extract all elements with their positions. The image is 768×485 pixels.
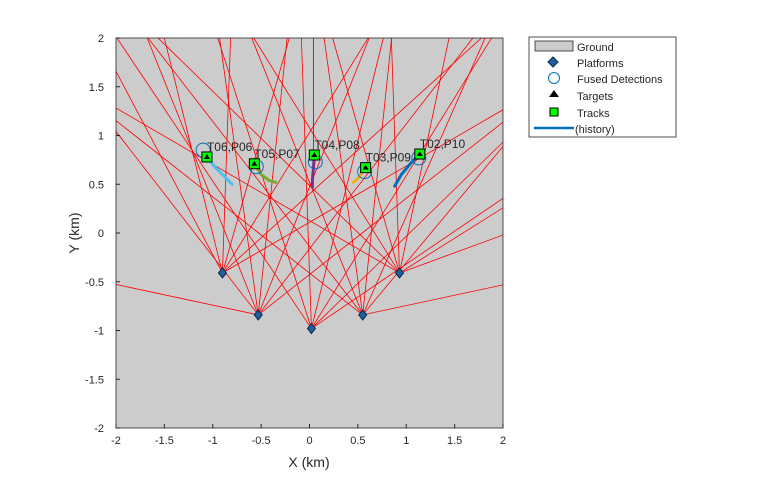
legend: Ground Platforms Fused Detections Target… bbox=[528, 36, 677, 138]
sensor-beam bbox=[116, 120, 363, 316]
platform-marker bbox=[217, 267, 228, 279]
x-tick-label: 1.5 bbox=[447, 435, 462, 447]
sensor-beam bbox=[222, 38, 290, 274]
platform-marker bbox=[306, 322, 317, 335]
sensor-beam bbox=[147, 38, 364, 316]
x-tick-label: -2 bbox=[111, 435, 121, 447]
y-tick-label: 1.5 bbox=[89, 82, 104, 94]
sensor-beam bbox=[257, 38, 474, 316]
y-tick-label: -0.5 bbox=[85, 277, 104, 289]
x-tick-label: -1.5 bbox=[155, 435, 174, 447]
x-tick-label: 0.5 bbox=[350, 435, 365, 447]
sensor-beam bbox=[222, 38, 482, 274]
x-tick-label: -1 bbox=[208, 435, 218, 447]
y-tick-label: 2 bbox=[98, 33, 104, 45]
sensor-beam bbox=[399, 38, 450, 274]
sensor-beam bbox=[222, 38, 231, 273]
target-marker bbox=[416, 151, 423, 157]
track-label: T02,P10 bbox=[420, 137, 466, 151]
target-marker bbox=[251, 160, 258, 166]
sensor-beam bbox=[163, 38, 223, 274]
y-tick-label: -1 bbox=[94, 326, 104, 338]
sensor-beam bbox=[362, 284, 503, 316]
sensor-beam bbox=[323, 38, 364, 315]
target-marker bbox=[203, 153, 210, 159]
legend-ground: Ground bbox=[577, 42, 614, 54]
sensor-beam bbox=[311, 38, 493, 329]
sensor-beam bbox=[116, 107, 400, 274]
sensor-beam bbox=[300, 38, 312, 329]
legend-history: (history) bbox=[575, 124, 615, 136]
track-history bbox=[310, 153, 316, 189]
sensor-beam bbox=[257, 38, 288, 315]
y-tick-label: 1 bbox=[98, 131, 104, 143]
ground-area bbox=[116, 38, 503, 428]
x-tick-label: -0.5 bbox=[252, 435, 271, 447]
sensor-beam bbox=[251, 38, 364, 316]
sensor-beam bbox=[222, 38, 369, 274]
sensor-beam bbox=[311, 197, 503, 329]
track-label: T03,P09 bbox=[366, 151, 412, 165]
sensor-beam bbox=[257, 38, 370, 316]
sensor-beam bbox=[399, 234, 503, 274]
sensor-beam bbox=[390, 38, 400, 273]
sensor-beam bbox=[116, 284, 259, 316]
detection-icon bbox=[548, 72, 560, 84]
legend-fused: Fused Detections bbox=[577, 74, 663, 86]
sensor-beam bbox=[257, 121, 503, 316]
target-marker bbox=[362, 164, 369, 170]
x-tick-label: 2 bbox=[500, 435, 506, 447]
y-tick-label: -2 bbox=[94, 423, 104, 435]
platform-icon bbox=[547, 56, 559, 68]
y-tick-label: 0 bbox=[98, 228, 104, 240]
target-icon bbox=[549, 90, 559, 97]
y-tick-label: 0.5 bbox=[89, 179, 104, 191]
sensor-beam bbox=[217, 38, 312, 329]
sensor-beam bbox=[146, 38, 259, 316]
sensor-beam bbox=[311, 141, 503, 329]
platform-marker bbox=[253, 309, 263, 321]
legend-tracks: Tracks bbox=[577, 108, 610, 120]
sensor-beam bbox=[399, 207, 503, 274]
x-tick-label: 0 bbox=[306, 435, 312, 447]
sensor-beam bbox=[157, 38, 400, 274]
sensor-beam bbox=[116, 38, 312, 329]
sensor-beam bbox=[253, 38, 400, 274]
target-marker bbox=[311, 152, 318, 157]
track-label: T04,P08 bbox=[314, 138, 360, 152]
sensor-beam bbox=[362, 38, 392, 315]
sensor-beam bbox=[219, 38, 259, 315]
sensor-beam bbox=[116, 130, 259, 316]
track-label: T06,P06 bbox=[207, 140, 253, 154]
legend-platforms: Platforms bbox=[577, 58, 624, 70]
sensor-beam bbox=[332, 38, 400, 274]
sensor-beam bbox=[222, 109, 503, 274]
sensor-beam bbox=[362, 38, 486, 316]
y-axis-label: Y (km) bbox=[66, 213, 82, 254]
legend-targets: Targets bbox=[577, 91, 614, 103]
platform-marker bbox=[394, 267, 405, 279]
x-axis-label: X (km) bbox=[288, 454, 329, 470]
track-icon bbox=[549, 107, 559, 117]
legend-ground-swatch bbox=[534, 40, 574, 52]
sensor-beam bbox=[362, 145, 503, 316]
sensor-beam bbox=[116, 70, 223, 274]
track-label: T05,P07 bbox=[254, 147, 300, 161]
sensor-beam bbox=[311, 38, 384, 329]
x-tick-label: 1 bbox=[403, 435, 409, 447]
y-tick-label: -1.5 bbox=[85, 374, 104, 386]
platform-marker bbox=[358, 309, 368, 321]
